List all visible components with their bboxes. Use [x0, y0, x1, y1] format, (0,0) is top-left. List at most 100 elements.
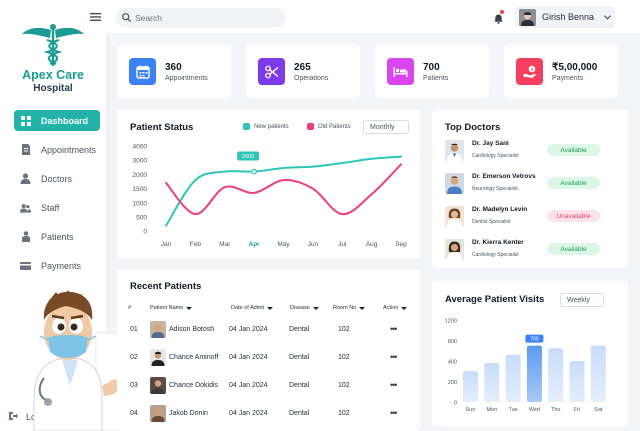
admit-date: 04 Jan 2024 — [229, 326, 268, 333]
stat-card-operations[interactable]: 265 Operations — [246, 45, 360, 98]
x-tick-label: Jan — [161, 241, 172, 248]
doctor-avatar — [445, 206, 464, 227]
brand-subtitle: Hospital — [33, 83, 73, 94]
x-tick-label: Sun — [466, 407, 476, 413]
svg-text:$: $ — [530, 66, 533, 71]
tooltip-value: 700 — [530, 337, 539, 343]
column-header-label: Patient Name — [150, 305, 184, 311]
row-number: 02 — [130, 354, 138, 361]
table-row[interactable]: 04 Jakob Donin 04 Jan 2024 Dental 102 ••… — [118, 405, 414, 426]
legend-label: Old Patients — [318, 123, 351, 130]
x-tick-label: Apr — [249, 241, 261, 248]
sidebar-item-patients[interactable]: Patients — [14, 226, 100, 247]
user-menu[interactable]: Girish Benna — [515, 6, 615, 28]
sidebar-item-label: Dashboard — [41, 115, 89, 126]
sidebar-item-label: Appointments — [41, 144, 97, 155]
column-header-action[interactable]: Action — [383, 305, 408, 311]
column-header-room[interactable]: Room No — [333, 305, 366, 311]
sidebar-item-label: Staff — [41, 202, 60, 213]
column-header-patient-name[interactable]: Patient Name — [150, 305, 193, 311]
doctor-specialty: Cardiology Specialist — [472, 153, 519, 159]
caduceus-icon — [22, 24, 84, 66]
doctor-row[interactable]: Dr. Jay Sani Cardiology Specialist Avail… — [445, 140, 605, 164]
tooltip-box — [237, 151, 260, 161]
disease: Dental — [289, 354, 310, 361]
patient-status-line-chart: 4000 3000 2000 1500 1000 500 0 Jan Feb Mar Apr May J… — [133, 144, 408, 249]
stat-card-appointments[interactable]: 360 Appointments — [117, 45, 231, 98]
x-tick-label: Jun — [308, 241, 319, 248]
avatar — [519, 8, 536, 26]
doctor-row[interactable]: Dr. Emerson Vetrovs Neurology Specialist… — [445, 173, 605, 197]
patient-visits-title: Average Patient Visits — [445, 294, 545, 305]
y-tick-label: 1200 — [445, 319, 457, 325]
brand-name: Apex Care — [22, 68, 84, 82]
search-icon — [122, 13, 131, 22]
stat-label: Appointments — [165, 74, 208, 82]
patient-visits-bar-chart: 1200 800 400 200 0 Sun Mon Tue Wed 700 Thu Fri Sat — [445, 319, 606, 413]
sidebar-item-doctors[interactable]: Doctors — [14, 168, 100, 189]
bar-tue — [505, 354, 521, 402]
sidebar-item-label: Patients — [41, 231, 74, 242]
row-number: 01 — [130, 326, 138, 333]
status-badge: Available — [547, 243, 600, 255]
column-header-label: Disease — [290, 305, 310, 311]
legend-swatch — [307, 123, 314, 130]
row-action-menu-icon[interactable]: ••• — [390, 408, 398, 418]
tooltip-value: 2600 — [242, 154, 254, 160]
search-input[interactable] — [135, 12, 275, 23]
chevron-down-icon — [604, 14, 611, 20]
table-row[interactable]: 03 Chance Dokidis 04 Jan 2024 Dental 102… — [118, 377, 414, 398]
admit-date: 04 Jan 2024 — [229, 382, 268, 389]
column-header-label: # — [128, 305, 132, 311]
row-action-menu-icon[interactable]: ••• — [390, 324, 398, 334]
bed-icon — [387, 58, 414, 85]
sidebar-item-label: Payments — [41, 260, 82, 271]
column-header-date[interactable]: Date of Admit — [231, 305, 274, 311]
period-select-weekly[interactable]: Weekly — [560, 293, 604, 307]
sidebar-item-appointments[interactable]: Appointments — [14, 139, 100, 160]
hand-money-icon: $ — [516, 58, 543, 85]
notification-dot — [500, 10, 504, 14]
row-action-menu-icon[interactable]: ••• — [390, 380, 398, 390]
period-select-value: Weekly — [567, 296, 590, 304]
document-icon — [20, 144, 31, 155]
y-tick-label: 1000 — [133, 200, 148, 207]
x-tick-label: Thu — [551, 407, 560, 413]
column-header-label: Date of Admit — [231, 305, 265, 311]
column-header-number: # — [128, 305, 131, 311]
table-row[interactable]: 02 Chance Aminoff 04 Jan 2024 Dental 102… — [118, 349, 414, 370]
y-tick-label: 800 — [448, 339, 457, 345]
sidebar-item-staff[interactable]: Staff — [14, 197, 100, 218]
table-row[interactable]: 01 Adison Botosh 04 Jan 2024 Dental 102 … — [118, 321, 414, 342]
doctor-row[interactable]: Dr. Kierra Kenter Cardiology Specialist … — [445, 239, 605, 263]
sort-caret-icon — [312, 306, 319, 310]
search-bar[interactable] — [116, 8, 286, 27]
column-header-disease[interactable]: Disease — [290, 305, 319, 311]
hamburger-menu-icon[interactable] — [90, 13, 101, 21]
column-header-label: Room No — [333, 305, 357, 311]
stat-card-payments[interactable]: $ ₹5,00,000 Payments — [504, 45, 618, 98]
row-action-menu-icon[interactable]: ••• — [390, 352, 398, 362]
doctor-name: Dr. Emerson Vetrovs — [472, 173, 536, 180]
legend-swatch — [243, 123, 250, 130]
series-line-old-patients — [165, 163, 402, 216]
patient-avatar — [150, 405, 166, 422]
room-number: 102 — [338, 382, 350, 389]
doctor-row[interactable]: Dr. Madelyn Levin Dentist Specialist Una… — [445, 206, 605, 230]
period-select-monthly[interactable]: Monthly — [363, 120, 409, 134]
logout-icon — [8, 411, 18, 423]
patient-name: Jakob Donin — [169, 410, 208, 417]
doctor-specialty: Neurology Specialist — [472, 186, 518, 192]
tooltip-box — [525, 334, 544, 343]
bar-fri — [569, 361, 585, 402]
doctor-mascot-illustration — [33, 290, 122, 431]
stat-card-patients[interactable]: 700 Patients — [375, 45, 489, 98]
stat-value: 265 — [294, 61, 311, 73]
chevron-down-icon — [400, 126, 402, 128]
series-line-new-patients — [165, 155, 402, 227]
sidebar-item-dashboard[interactable]: Dashboard — [14, 110, 100, 131]
user-name: Girish Benna — [542, 12, 595, 22]
notification-bell[interactable] — [494, 10, 504, 24]
scissors-icon — [258, 58, 285, 85]
sidebar-item-payments[interactable]: Payments — [14, 255, 100, 276]
